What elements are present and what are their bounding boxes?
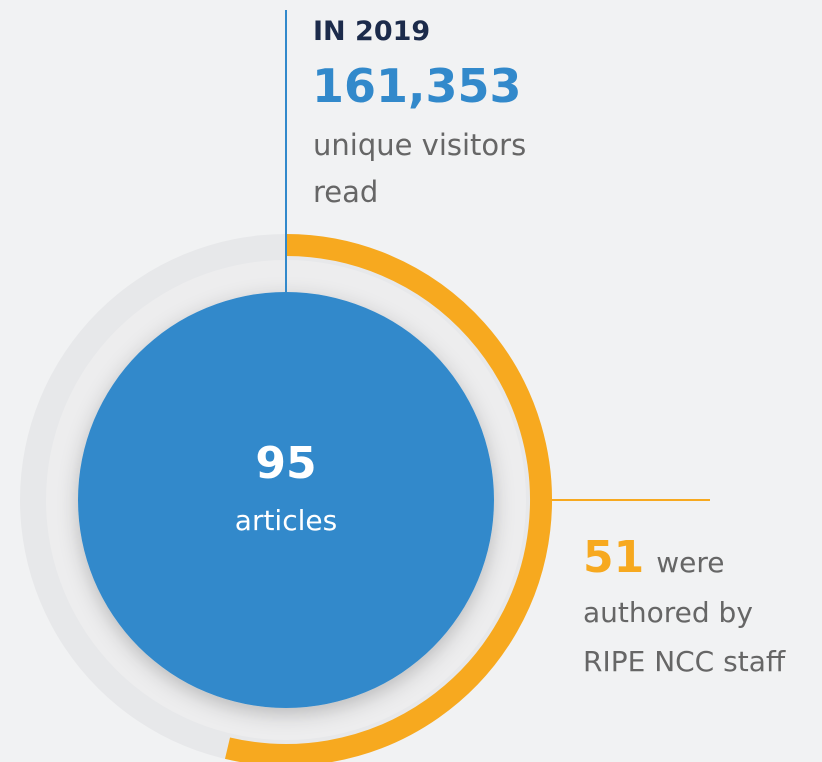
visitors-text: unique visitors bbox=[313, 128, 526, 162]
articles-count: 95 bbox=[255, 438, 316, 489]
staff-count: 51 bbox=[583, 532, 644, 583]
staff-text: authored by bbox=[583, 596, 753, 629]
staff-arc bbox=[224, 234, 552, 762]
center-circle bbox=[78, 292, 494, 708]
staff-suffix: were bbox=[656, 546, 724, 579]
title: IN 2019 bbox=[313, 16, 430, 47]
articles-label: articles bbox=[235, 504, 337, 537]
staff-line-1: 51 were bbox=[583, 532, 724, 583]
visitors-text: read bbox=[313, 175, 378, 209]
visitors-count: 161,353 bbox=[312, 59, 522, 113]
staff-text: RIPE NCC staff bbox=[583, 645, 786, 678]
